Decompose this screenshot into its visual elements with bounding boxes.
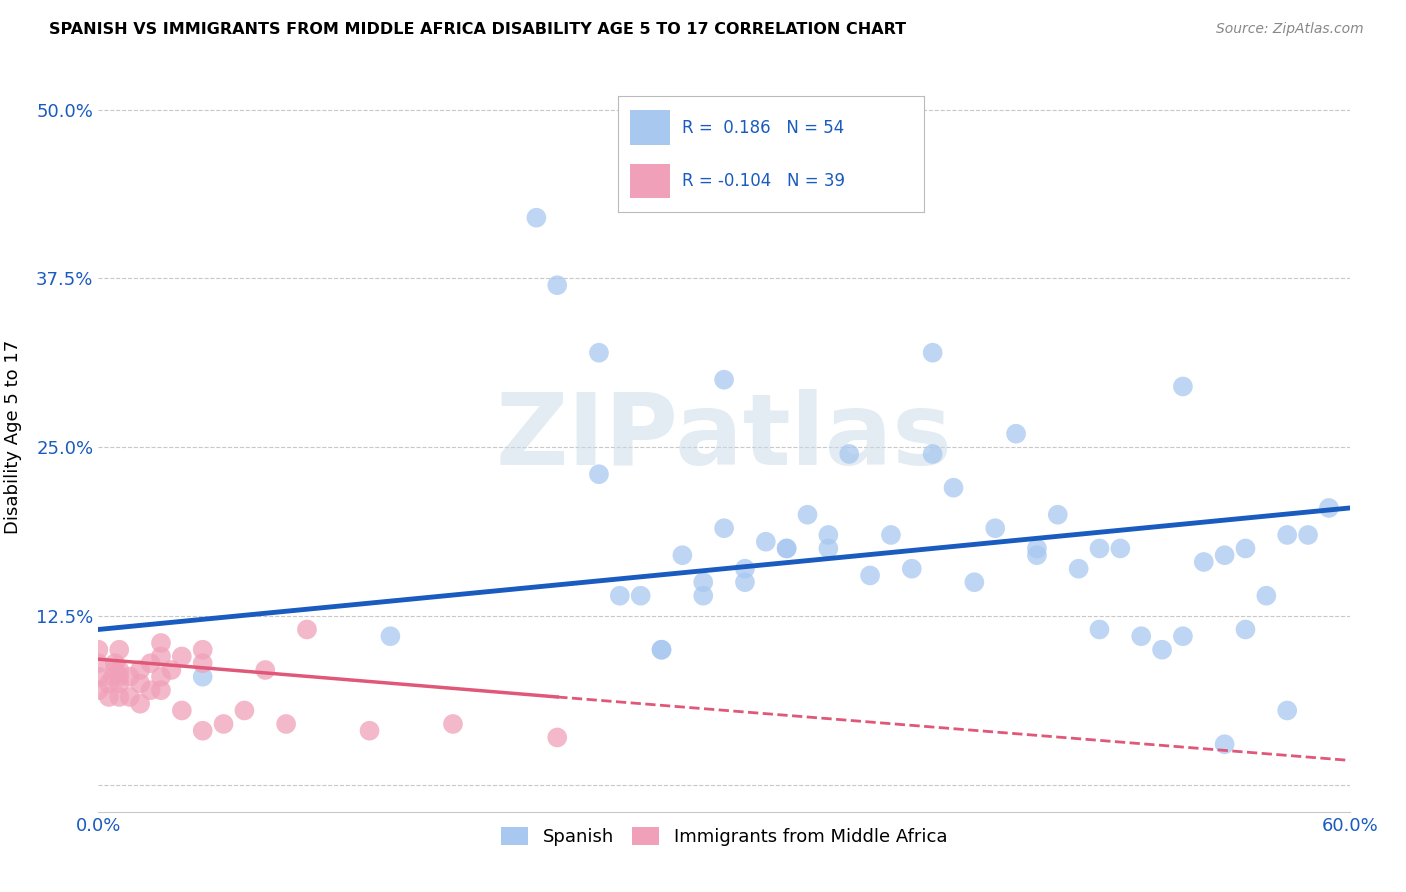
Point: [921, 447, 943, 461]
Point: [817, 528, 839, 542]
Point: [588, 467, 610, 482]
Point: [104, 663, 127, 677]
Point: [150, 649, 173, 664]
Point: [1234, 541, 1257, 556]
Point: [108, 642, 131, 657]
Point: [212, 717, 235, 731]
Point: [900, 562, 922, 576]
Point: [295, 623, 318, 637]
Point: [1234, 623, 1257, 637]
Point: [984, 521, 1007, 535]
Point: [942, 481, 965, 495]
Point: [1171, 379, 1194, 393]
Point: [118, 690, 141, 704]
Point: [755, 534, 778, 549]
Y-axis label: Disability Age 5 to 17: Disability Age 5 to 17: [4, 340, 22, 534]
Point: [1213, 548, 1236, 562]
Point: [191, 657, 214, 671]
Point: [1005, 426, 1028, 441]
Point: [87, 657, 110, 671]
Point: [713, 373, 735, 387]
Point: [838, 447, 860, 461]
Point: [546, 731, 568, 745]
Point: [1067, 562, 1090, 576]
Point: [1109, 541, 1132, 556]
Point: [1150, 642, 1173, 657]
Point: [108, 670, 131, 684]
Text: SPANISH VS IMMIGRANTS FROM MIDDLE AFRICA DISABILITY AGE 5 TO 17 CORRELATION CHAR: SPANISH VS IMMIGRANTS FROM MIDDLE AFRICA…: [49, 22, 907, 37]
Point: [139, 683, 162, 698]
Point: [1088, 623, 1111, 637]
Point: [817, 541, 839, 556]
Text: ZIPatlas: ZIPatlas: [496, 389, 952, 485]
Point: [104, 657, 127, 671]
Point: [1213, 737, 1236, 751]
Text: Source: ZipAtlas.com: Source: ZipAtlas.com: [1216, 22, 1364, 37]
Point: [129, 676, 152, 690]
Point: [108, 663, 131, 677]
Point: [97, 676, 120, 690]
Point: [129, 697, 152, 711]
Point: [170, 703, 193, 717]
Point: [1277, 703, 1299, 717]
Point: [108, 676, 131, 690]
Point: [150, 683, 173, 698]
Point: [859, 568, 882, 582]
Point: [274, 717, 298, 731]
Point: [359, 723, 381, 738]
Point: [1277, 528, 1299, 542]
Point: [651, 642, 673, 657]
Point: [139, 657, 162, 671]
Point: [1130, 629, 1153, 643]
Point: [1171, 629, 1194, 643]
Point: [1026, 541, 1049, 556]
Point: [734, 562, 756, 576]
Point: [1317, 500, 1340, 515]
Point: [692, 575, 714, 590]
Point: [101, 670, 124, 684]
Point: [1256, 589, 1278, 603]
Point: [796, 508, 818, 522]
Point: [651, 642, 673, 657]
Point: [233, 703, 256, 717]
Point: [1046, 508, 1069, 522]
Point: [880, 528, 903, 542]
Point: [191, 670, 214, 684]
Point: [254, 663, 277, 677]
Point: [588, 345, 610, 359]
Point: [776, 541, 799, 556]
Point: [380, 629, 402, 643]
Point: [87, 670, 110, 684]
Point: [526, 211, 548, 225]
Point: [921, 345, 943, 359]
Point: [963, 575, 986, 590]
Point: [191, 723, 214, 738]
Point: [713, 521, 735, 535]
Point: [1088, 541, 1111, 556]
Point: [1296, 528, 1319, 542]
Point: [734, 575, 756, 590]
Point: [776, 541, 799, 556]
Point: [609, 589, 631, 603]
Point: [150, 670, 173, 684]
Point: [97, 690, 120, 704]
Point: [1026, 548, 1049, 562]
Point: [630, 589, 652, 603]
Legend: Spanish, Immigrants from Middle Africa: Spanish, Immigrants from Middle Africa: [492, 818, 956, 855]
Point: [441, 717, 464, 731]
Point: [87, 642, 110, 657]
Point: [129, 663, 152, 677]
Point: [170, 649, 193, 664]
Point: [692, 589, 714, 603]
Point: [546, 278, 568, 293]
Point: [160, 663, 183, 677]
Point: [671, 548, 693, 562]
Point: [150, 636, 173, 650]
Point: [1192, 555, 1215, 569]
Point: [87, 683, 110, 698]
Point: [191, 642, 214, 657]
Point: [108, 690, 131, 704]
Point: [118, 670, 141, 684]
